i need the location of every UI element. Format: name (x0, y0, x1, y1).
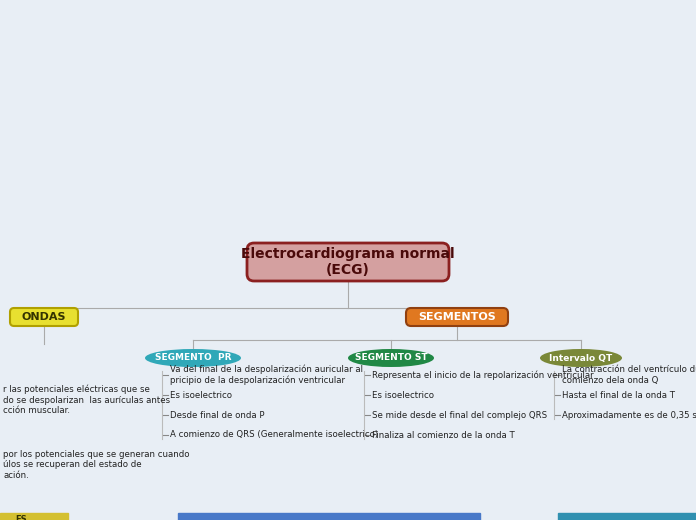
Text: SEGMENTO ST: SEGMENTO ST (355, 354, 427, 362)
Text: Se mide desde el final del complejo QRS: Se mide desde el final del complejo QRS (372, 410, 547, 420)
Text: A comienzo de QRS (Generalmente isoelectrico): A comienzo de QRS (Generalmente isoelect… (170, 431, 378, 439)
Text: r las potenciales eléctricas que se
do se despolarizan  las aurículas antes
cció: r las potenciales eléctricas que se do s… (3, 385, 170, 415)
Bar (558, 513, 696, 520)
Ellipse shape (145, 349, 241, 367)
Text: por los potenciales que se generan cuando
úlos se recuperan del estado de
ación.: por los potenciales que se generan cuand… (3, 450, 189, 480)
FancyBboxPatch shape (247, 243, 449, 281)
FancyBboxPatch shape (406, 308, 508, 326)
Text: Intervalo QT: Intervalo QT (549, 354, 612, 362)
Text: Es isoelectrico: Es isoelectrico (170, 391, 232, 399)
Text: Representa el inicio de la repolarización ventricular: Representa el inicio de la repolarizació… (372, 370, 594, 380)
Text: ES: ES (15, 514, 26, 520)
Bar (0, 513, 68, 520)
Bar (178, 513, 480, 520)
FancyBboxPatch shape (10, 308, 78, 326)
Text: Desde final de onda P: Desde final de onda P (170, 410, 264, 420)
Ellipse shape (540, 349, 622, 367)
Text: Es isoelectrico: Es isoelectrico (372, 391, 434, 399)
Text: La contracción del ventrículo dura casi
comienzo dela onda Q: La contracción del ventrículo dura casi … (562, 365, 696, 385)
Text: Va del final de la despolarización auricular al
pricipio de la despolarización v: Va del final de la despolarización auric… (170, 365, 363, 385)
Text: Hasta el final de la onda T: Hasta el final de la onda T (562, 391, 675, 399)
Text: Aproximadamente es de 0,35 s.: Aproximadamente es de 0,35 s. (562, 410, 696, 420)
Text: Electrocardiograma normal
(ECG): Electrocardiograma normal (ECG) (242, 247, 454, 277)
Text: SEGMENTOS: SEGMENTOS (418, 312, 496, 322)
Ellipse shape (348, 349, 434, 367)
Text: SEGMENTO  PR: SEGMENTO PR (155, 354, 231, 362)
Text: ONDAS: ONDAS (22, 312, 66, 322)
Text: Finaliza al comienzo de la onda T: Finaliza al comienzo de la onda T (372, 431, 515, 439)
